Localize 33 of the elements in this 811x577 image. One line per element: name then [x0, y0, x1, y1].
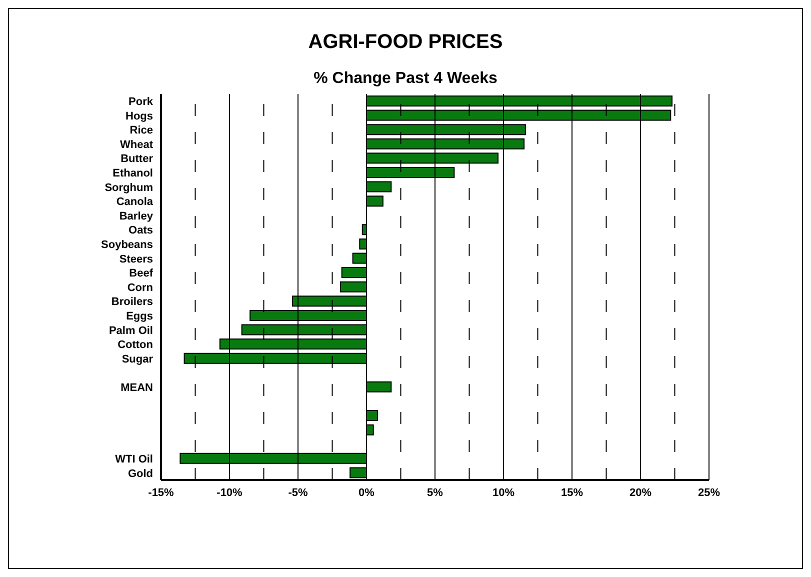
y-tick-label: Corn [127, 282, 154, 294]
x-tick-label: -10% [216, 486, 243, 499]
x-tick-label: 15% [560, 486, 584, 499]
y-tick-label: MEAN [120, 382, 154, 394]
y-tick-label: Wheat [120, 138, 154, 151]
y-tick-label: Steers [119, 253, 153, 266]
chart-subtitle: % Change Past 4 Weeks [312, 70, 498, 88]
x-tick-label: 10% [492, 486, 515, 499]
chart-title: AGRI-FOOD PRICES [307, 31, 504, 54]
y-tick-label: Rice [130, 124, 153, 137]
y-tick-label: Sugar [122, 353, 154, 366]
x-tick-label: 5% [427, 486, 444, 499]
y-tick-label: Soybeans [101, 239, 153, 252]
x-tick-label: 20% [629, 486, 652, 499]
x-tick-label: -15% [148, 486, 174, 499]
y-tick-label: Ethanol [112, 168, 153, 180]
x-tick-label: 0% [358, 486, 375, 499]
y-tick-label: Hogs [126, 110, 153, 122]
y-tick-label: Canola [116, 196, 154, 208]
y-tick-label: Sorghum [104, 182, 154, 194]
y-tick-label: Eggs [126, 310, 153, 322]
y-tick-label: Palm Oil [108, 324, 153, 337]
y-tick-label: Broilers [111, 296, 153, 308]
y-tick-label: Pork [128, 96, 154, 108]
y-tick-label: WTI Oil [115, 453, 153, 466]
y-tick-label: Barley [119, 210, 154, 222]
x-tick-label: -5% [288, 486, 308, 499]
y-tick-label: Beef [129, 268, 154, 280]
x-tick-label: 25% [698, 486, 720, 499]
y-tick-label: Butter [120, 153, 154, 166]
y-tick-label: Oats [128, 224, 153, 237]
y-tick-label: Cotton [118, 339, 154, 352]
y-tick-label: Gold [128, 468, 153, 480]
